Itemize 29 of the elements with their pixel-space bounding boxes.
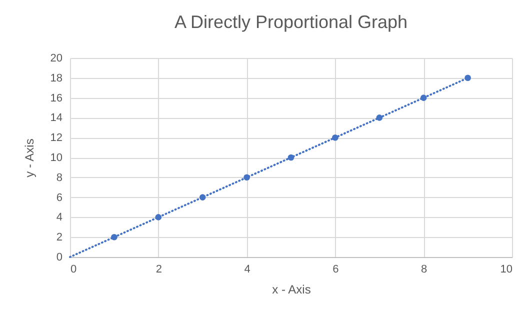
x-tick-label: 0	[70, 264, 77, 276]
point	[288, 154, 294, 161]
x-tick-label: 2	[156, 264, 162, 276]
x-tick-label: 4	[244, 264, 250, 276]
point	[155, 214, 162, 220]
y-tick-label: 0	[56, 252, 62, 264]
y-tick-label: 4	[56, 212, 62, 224]
y-tick-label: 6	[56, 192, 62, 204]
y-tick-label: 8	[56, 172, 62, 184]
point	[376, 114, 383, 121]
y-tick-label: 2	[56, 232, 62, 244]
x-tick-label: 10	[500, 264, 512, 276]
point	[464, 74, 471, 82]
x-axis-title: x - Axis	[272, 282, 311, 296]
point	[111, 234, 118, 240]
y-tick-label: 18	[50, 72, 62, 84]
y-tick-label: 10	[50, 152, 62, 164]
y-tick-label: 20	[50, 52, 62, 64]
point	[420, 94, 427, 101]
y-axis-title: y - Axis	[22, 138, 36, 178]
point	[332, 134, 338, 141]
x-tick-label: 6	[332, 264, 339, 276]
chart-title: A Directly Proportional Graph	[174, 12, 408, 32]
y-tick-label: 14	[50, 112, 62, 124]
y-tick-label: 16	[50, 92, 62, 104]
y-tick-label: 12	[50, 132, 62, 144]
point	[199, 194, 206, 200]
point	[244, 174, 250, 181]
x-tick-label: 8	[421, 264, 428, 276]
